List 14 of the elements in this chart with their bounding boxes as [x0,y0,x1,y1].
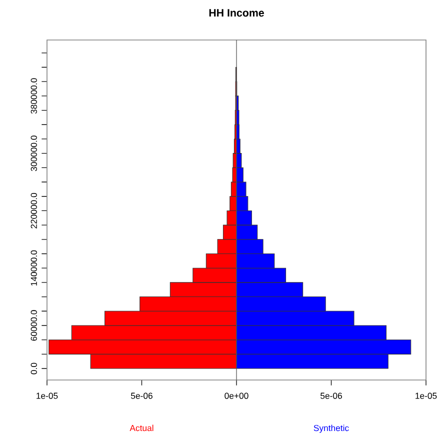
text: Actual [130,424,154,432]
x-tick-label: 5e-06 [131,392,152,399]
x-tick-label: 1e-05 [416,392,437,399]
y-tick-label: 140000.0 [30,250,37,286]
x-tick-label: 1e-05 [36,392,58,399]
y-tick-label: 0.0 [30,362,37,374]
chart-title: HH Income [209,9,264,17]
text: Synthetic [314,424,349,433]
y-tick-label: 300000.0 [30,136,37,172]
y-tick-label: 60000.0 [30,310,37,341]
x-tick-label: 0e+00 [224,392,248,399]
y-tick-label: 220000.0 [30,192,37,228]
x-tick-label: 5e-06 [320,392,342,399]
y-tick-label: 380000.0 [30,78,37,114]
